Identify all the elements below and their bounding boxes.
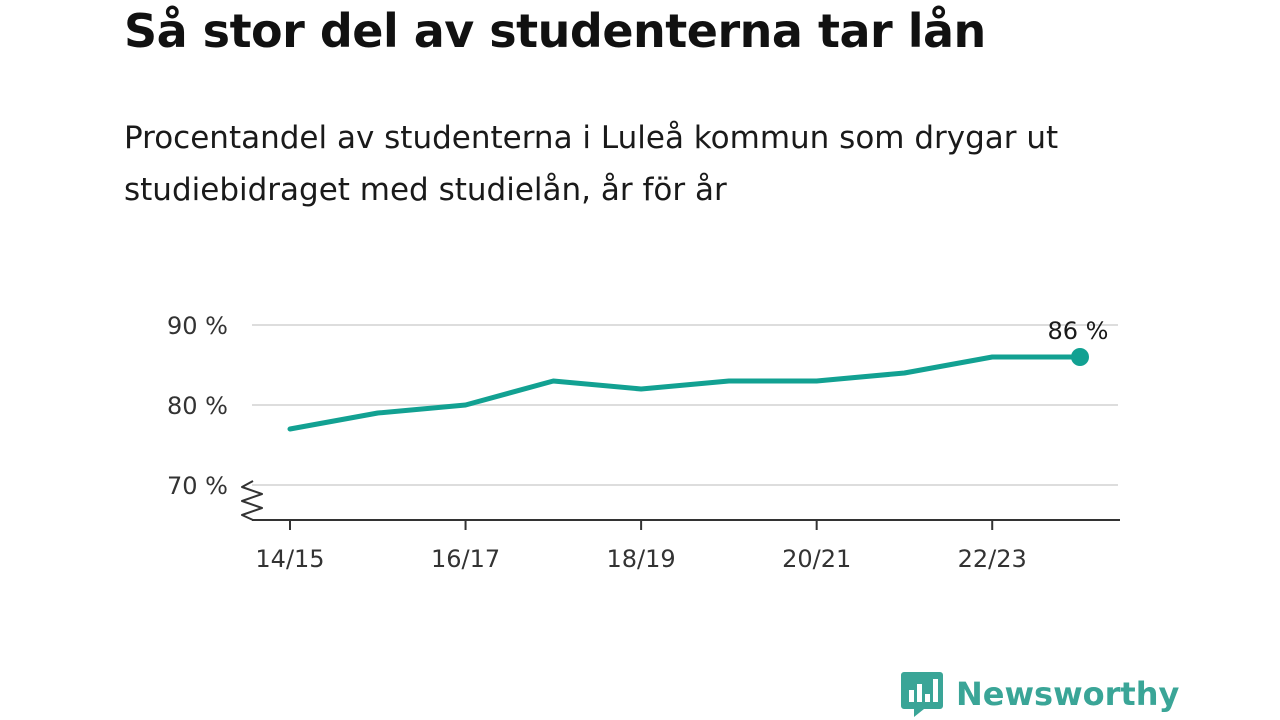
axis-break-icon: [241, 480, 263, 521]
x-tick-label: 22/23: [958, 545, 1027, 573]
series-line: [287, 354, 1083, 432]
last-value-label: 86 %: [1048, 317, 1109, 345]
x-tick-label: 18/19: [607, 545, 676, 573]
last-point-marker: [1071, 348, 1089, 366]
chart-subtitle: Procentandel av studenterna i Luleå komm…: [124, 120, 1059, 208]
x-tick-label: 14/15: [255, 545, 324, 573]
x-axis: 14/15 16/17 18/19 20/21 22/23: [241, 480, 1120, 573]
y-tick-label: 80 %: [167, 392, 228, 420]
data-labels: 86 %: [1048, 317, 1109, 345]
newsworthy-logo-icon: [901, 672, 943, 717]
x-tick-label: 20/21: [782, 545, 851, 573]
y-axis: 70 % 80 % 90 %: [167, 312, 228, 500]
chart-title: Så stor del av studenterna tar lån: [124, 4, 986, 58]
brand-name: Newsworthy: [956, 675, 1180, 713]
gridlines: [252, 324, 1118, 486]
y-tick-label: 90 %: [167, 312, 228, 340]
y-tick-label: 70 %: [167, 472, 228, 500]
series-layer: [287, 348, 1089, 432]
brand-logo: Newsworthy: [900, 668, 1179, 720]
x-tick-label: 16/17: [431, 545, 500, 573]
